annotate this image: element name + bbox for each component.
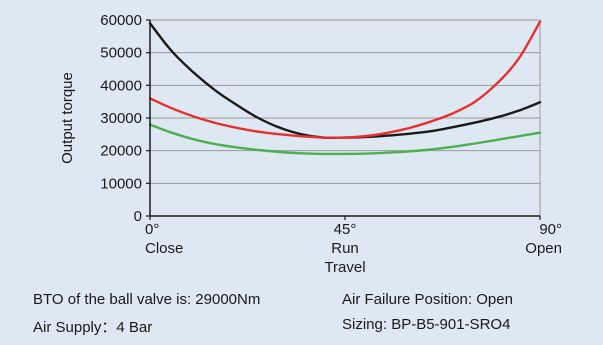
grid	[149, 19, 541, 217]
y-tick-label-6: 60000	[100, 12, 142, 29]
x-axis-label: Travel	[324, 259, 365, 276]
ticks: 0 10000 20000 30000 40000 50000 60000 0° Close 45…	[100, 12, 562, 257]
series-line-2	[148, 123, 542, 156]
y-axis-label: Output torque	[59, 72, 76, 164]
y-tick-label-0: 0	[134, 208, 142, 225]
x-tick-label-1: 45°	[334, 221, 357, 238]
x-tick-sublabel-0: Close	[145, 240, 183, 257]
x-tick-sublabel-2: Open	[525, 240, 562, 257]
y-tick-label-4: 40000	[100, 77, 142, 94]
y-tick-label-1: 10000	[100, 175, 142, 192]
bto-text: BTO of the ball valve is: 29000Nm	[33, 291, 261, 308]
x-tick-sublabel-1: Run	[331, 240, 359, 257]
x-tick-label-0: 0°	[145, 221, 159, 238]
x-tick-label-2: 90°	[539, 221, 562, 238]
sizing-text: Sizing: BP-B5-901-SRO4	[342, 316, 511, 333]
series-line-1	[148, 20, 542, 139]
torque-chart: 0 10000 20000 30000 40000 50000 60000 0° Close 45…	[59, 12, 562, 276]
curves	[148, 20, 542, 156]
y-tick-label-5: 50000	[100, 45, 142, 62]
air-supply-text: Air Supply：4 Bar	[33, 319, 153, 336]
air-failure-text: Air Failure Position: Open	[342, 291, 513, 308]
y-tick-label-2: 20000	[100, 143, 142, 160]
y-tick-label-3: 30000	[100, 110, 142, 127]
